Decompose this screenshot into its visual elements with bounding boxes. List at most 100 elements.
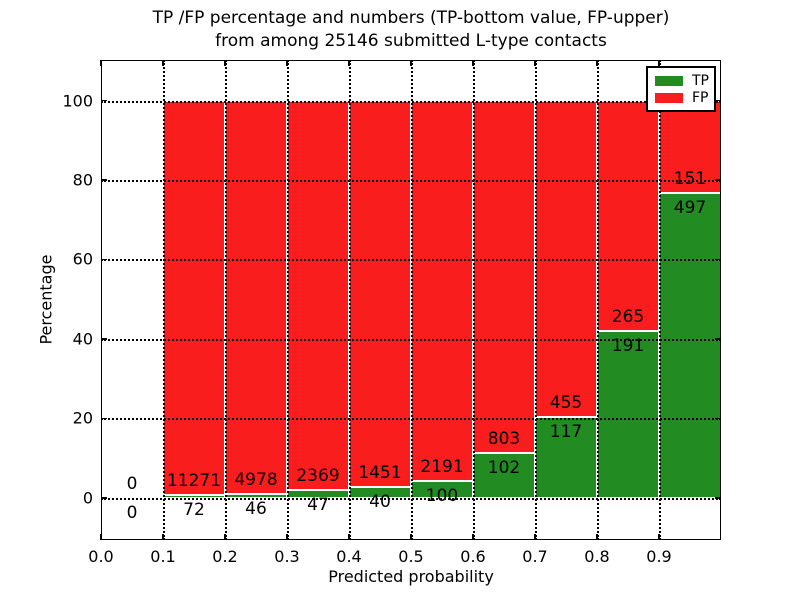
fp-count-label: 2369 bbox=[296, 466, 340, 487]
fp-count-label: 803 bbox=[487, 429, 521, 450]
x-tick-mark-top bbox=[534, 60, 536, 66]
y-tick-mark bbox=[101, 497, 107, 499]
x-tick-mark-top bbox=[286, 60, 288, 66]
x-tick-mark bbox=[596, 534, 598, 540]
x-tick-mark-top bbox=[348, 60, 350, 66]
y-tick-mark bbox=[101, 258, 107, 261]
x-gridline bbox=[659, 60, 661, 540]
bar-fp-segment bbox=[163, 100, 225, 496]
tp-count-label: 102 bbox=[487, 458, 521, 479]
x-tick-mark bbox=[286, 534, 288, 540]
x-gridline bbox=[411, 60, 413, 540]
tp-count-label: 46 bbox=[245, 499, 267, 520]
x-tick-mark-top bbox=[224, 60, 226, 66]
tp-count-label: 117 bbox=[549, 421, 583, 442]
y-tick-mark-right bbox=[715, 258, 721, 261]
fp-count-label: 0 bbox=[126, 473, 138, 494]
y-tick-mark bbox=[101, 338, 107, 340]
x-tick-label: 0.9 bbox=[646, 547, 672, 566]
chart-title-line2: from among 25146 submitted L-type contac… bbox=[215, 31, 607, 51]
legend: TP FP bbox=[646, 66, 716, 112]
x-tick-label: 0.5 bbox=[398, 547, 424, 566]
bar-tp-segment bbox=[659, 193, 721, 498]
x-gridline bbox=[163, 60, 165, 540]
x-tick-label: 0.0 bbox=[88, 547, 114, 566]
x-gridline bbox=[287, 60, 289, 540]
legend-entry-tp: TP bbox=[655, 72, 709, 89]
x-tick-mark-top bbox=[410, 60, 412, 66]
y-tick-mark bbox=[101, 417, 107, 420]
tp-count-label: 100 bbox=[425, 485, 459, 506]
y-tick-label: 20 bbox=[72, 408, 93, 428]
x-tick-mark bbox=[162, 534, 164, 540]
y-axis-label: Percentage bbox=[36, 254, 56, 345]
fp-count-label: 265 bbox=[611, 307, 645, 328]
x-tick-label: 0.1 bbox=[150, 547, 176, 566]
x-tick-mark-top bbox=[100, 60, 102, 66]
x-tick-label: 0.8 bbox=[584, 547, 610, 566]
y-tick-label: 80 bbox=[72, 170, 93, 190]
fp-count-label: 455 bbox=[549, 392, 583, 413]
y-tick-mark-right bbox=[715, 417, 721, 420]
legend-entry-fp: FP bbox=[655, 89, 709, 106]
x-tick-label: 0.4 bbox=[336, 547, 362, 566]
tp-count-label: 72 bbox=[183, 500, 205, 521]
x-tick-label: 0.7 bbox=[522, 547, 548, 566]
y-tick-mark bbox=[101, 179, 107, 181]
y-tick-mark-right bbox=[715, 338, 721, 340]
y-tick-mark-right bbox=[715, 179, 721, 181]
legend-label-tp: TP bbox=[692, 72, 709, 89]
x-gridline bbox=[349, 60, 351, 540]
bar-tp-segment bbox=[473, 453, 535, 498]
x-tick-mark bbox=[534, 534, 536, 540]
x-gridline bbox=[225, 60, 227, 540]
tp-count-label: 40 bbox=[369, 492, 391, 513]
chart-title-line1: TP /FP percentage and numbers (TP-bottom… bbox=[152, 8, 670, 28]
plot-area: 0 0 11271 72 4978 46 2369 47 1451 40 2191 100 803 102… bbox=[100, 60, 721, 540]
bar-fp-segment bbox=[597, 100, 659, 332]
x-tick-mark bbox=[348, 534, 350, 540]
y-tick-label: 40 bbox=[72, 329, 93, 349]
chart-title: TP /FP percentage and numbers (TP-bottom… bbox=[101, 7, 721, 53]
bar-fp-segment bbox=[473, 100, 535, 454]
y-tick-label: 100 bbox=[62, 91, 93, 111]
x-tick-label: 0.2 bbox=[212, 547, 238, 566]
x-tick-mark bbox=[472, 534, 474, 540]
x-tick-mark bbox=[224, 534, 226, 540]
fp-count-label: 4978 bbox=[234, 470, 278, 491]
x-tick-label: 0.6 bbox=[460, 547, 486, 566]
tp-count-label: 497 bbox=[673, 198, 707, 219]
bar-fp-segment bbox=[225, 100, 287, 495]
x-axis-label: Predicted probability bbox=[328, 567, 494, 586]
tp-count-label: 191 bbox=[611, 336, 645, 357]
x-tick-mark bbox=[100, 534, 102, 540]
bar-fp-segment bbox=[287, 100, 349, 491]
y-tick-mark bbox=[101, 99, 107, 102]
x-tick-mark-top bbox=[472, 60, 474, 66]
bar-fp-segment bbox=[411, 100, 473, 481]
legend-swatch-tp bbox=[655, 75, 683, 86]
fp-count-label: 151 bbox=[673, 169, 707, 190]
fp-count-label: 11271 bbox=[166, 471, 222, 492]
fp-count-label: 2191 bbox=[420, 456, 464, 477]
tp-count-label: 0 bbox=[126, 502, 138, 523]
x-tick-mark bbox=[658, 534, 660, 540]
tp-count-label: 47 bbox=[307, 495, 329, 516]
x-tick-mark-top bbox=[596, 60, 598, 66]
x-tick-label: 0.3 bbox=[274, 547, 300, 566]
y-tick-label: 0 bbox=[82, 488, 93, 508]
legend-label-fp: FP bbox=[692, 89, 709, 106]
x-tick-mark-top bbox=[658, 60, 660, 66]
x-tick-mark-top bbox=[162, 60, 164, 66]
y-tick-mark-right bbox=[715, 99, 721, 102]
x-gridline bbox=[473, 60, 475, 540]
x-gridline bbox=[597, 60, 599, 540]
legend-swatch-fp bbox=[655, 92, 683, 103]
bar-fp-segment bbox=[349, 100, 411, 488]
x-tick-mark bbox=[410, 534, 412, 540]
y-tick-mark-right bbox=[715, 497, 721, 499]
x-gridline bbox=[535, 60, 537, 540]
y-tick-label: 60 bbox=[72, 249, 93, 269]
fp-count-label: 1451 bbox=[358, 463, 402, 484]
